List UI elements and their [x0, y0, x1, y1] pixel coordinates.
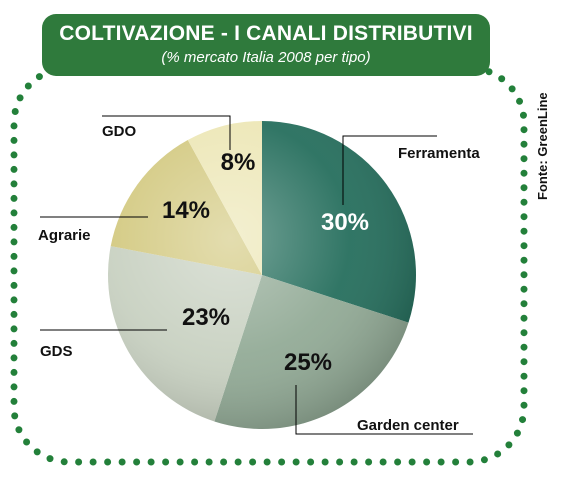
- chart-title: COLTIVAZIONE - I CANALI DISTRIBUTIVI: [59, 22, 473, 45]
- value-label-garden-center: 25%: [284, 349, 332, 376]
- leader-line-garden-center: [295, 385, 473, 435]
- leader-line-ferramenta: [342, 135, 437, 205]
- category-label-agrarie: Agrarie: [38, 227, 91, 244]
- chart-subtitle: (% mercato Italia 2008 per tipo): [161, 49, 371, 66]
- pie-chart: [108, 121, 416, 429]
- value-label-ferramenta: 30%: [321, 209, 369, 236]
- source-note: Fonte: GreenLine: [535, 92, 550, 200]
- value-label-agrarie: 14%: [162, 197, 210, 224]
- leader-lines: [40, 115, 473, 435]
- value-label-gdo: 8%: [221, 149, 256, 176]
- pie-shading: [108, 121, 416, 429]
- category-label-ferramenta: Ferramenta: [398, 145, 480, 162]
- title-banner: COLTIVAZIONE - I CANALI DISTRIBUTIVI (% …: [42, 14, 490, 76]
- leader-line-gdo: [102, 115, 231, 150]
- category-label-gdo: GDO: [102, 123, 137, 140]
- category-label-garden-center: Garden center: [357, 417, 459, 434]
- category-label-gds: GDS: [40, 343, 73, 360]
- value-label-gds: 23%: [182, 304, 230, 331]
- chart-labels: 30% Ferramenta 25% Garden center 23% GDS 14% Ag…: [38, 123, 480, 434]
